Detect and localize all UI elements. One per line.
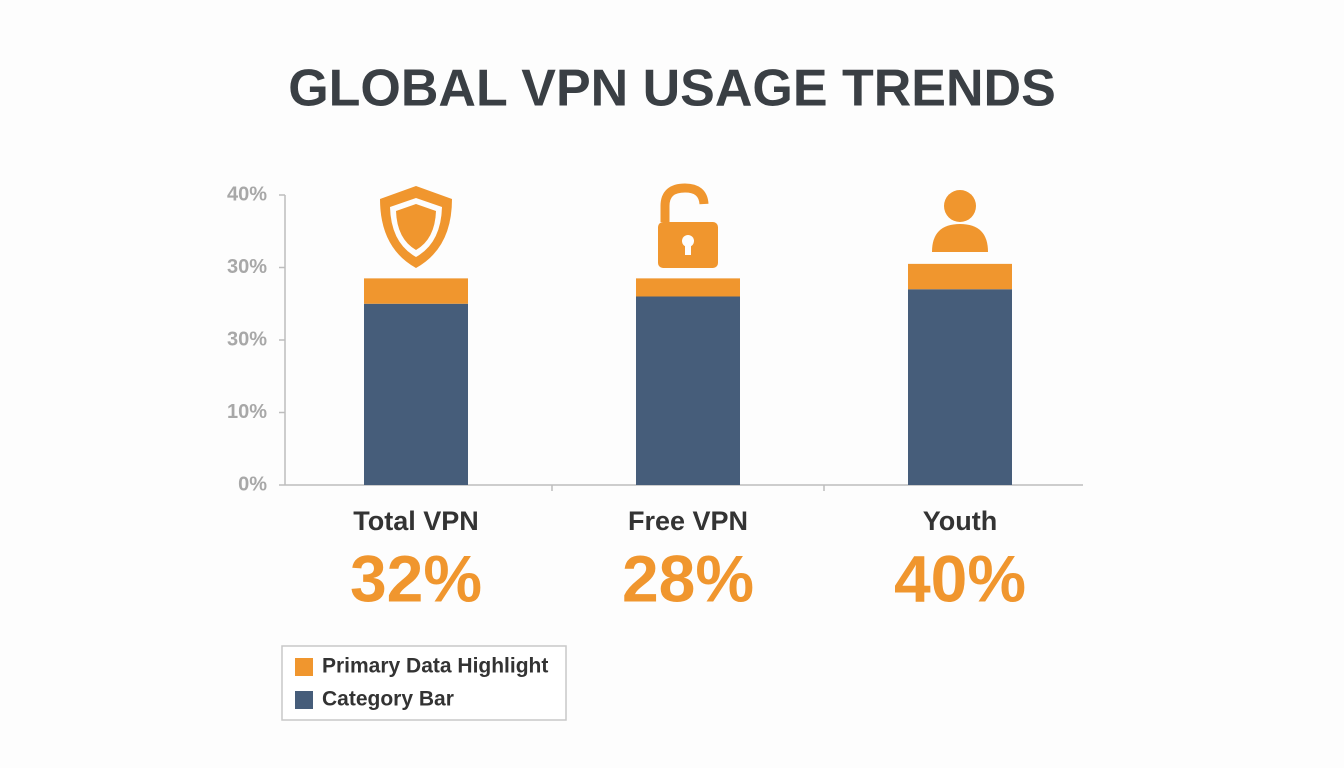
legend-swatch	[295, 691, 313, 709]
y-tick-label: 30%	[227, 328, 267, 350]
legend-box	[281, 645, 567, 721]
y-tick-label: 40%	[227, 183, 267, 205]
legend-swatch	[295, 658, 313, 676]
x-tick-label: Total VPN	[353, 506, 479, 536]
bar-segment	[364, 303, 468, 485]
annotation: 32%	[350, 541, 482, 615]
bar-segment	[908, 263, 1012, 290]
y-tick-label: 10%	[227, 401, 267, 423]
y-tick-label: 0%	[238, 473, 267, 495]
bar-segment	[364, 278, 468, 304]
annotation: 40%	[894, 541, 1026, 615]
lock-icon	[658, 183, 718, 268]
legend-label: Primary Data Highlight	[322, 655, 548, 678]
bar-segment	[908, 289, 1012, 485]
shield-icon	[380, 186, 452, 268]
x-tick-label: Youth	[923, 506, 997, 536]
legend-label: Category Bar	[322, 688, 454, 711]
person-icon	[932, 190, 988, 252]
bar-segment	[636, 296, 740, 485]
chart-title: GLOBAL VPN USAGE TRENDS	[288, 60, 1056, 118]
annotation: 28%	[622, 541, 754, 615]
y-tick-label: 30%	[227, 256, 267, 278]
bar-segment	[636, 278, 740, 297]
x-tick-label: Free VPN	[628, 506, 748, 536]
